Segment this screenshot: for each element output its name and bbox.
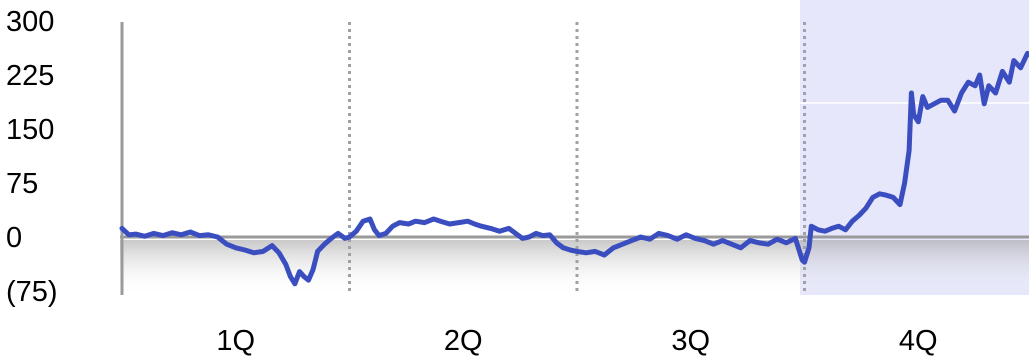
y-tick-label: 0 (6, 222, 22, 254)
quarter-dividers (348, 22, 806, 292)
zero-baseline-shadow (120, 240, 1029, 295)
y-tick-label: 225 (6, 60, 54, 92)
x-tick-label-1q: 1Q (216, 325, 255, 357)
y-axis-tick-labels: 300 225 150 75 0 (75) (6, 6, 58, 308)
x-tick-label-3q: 3Q (671, 325, 710, 357)
x-axis-category-labels: 1Q 2Q 3Q 4Q (216, 325, 937, 357)
x-tick-label-2q: 2Q (444, 325, 483, 357)
series-line (119, 50, 1029, 287)
y-tick-label: (75) (6, 276, 58, 308)
x-tick-label-4q: 4Q (899, 325, 938, 357)
y-tick-label: 75 (6, 168, 38, 200)
y-tick-label: 150 (6, 114, 54, 146)
y-tick-label: 300 (6, 6, 54, 38)
